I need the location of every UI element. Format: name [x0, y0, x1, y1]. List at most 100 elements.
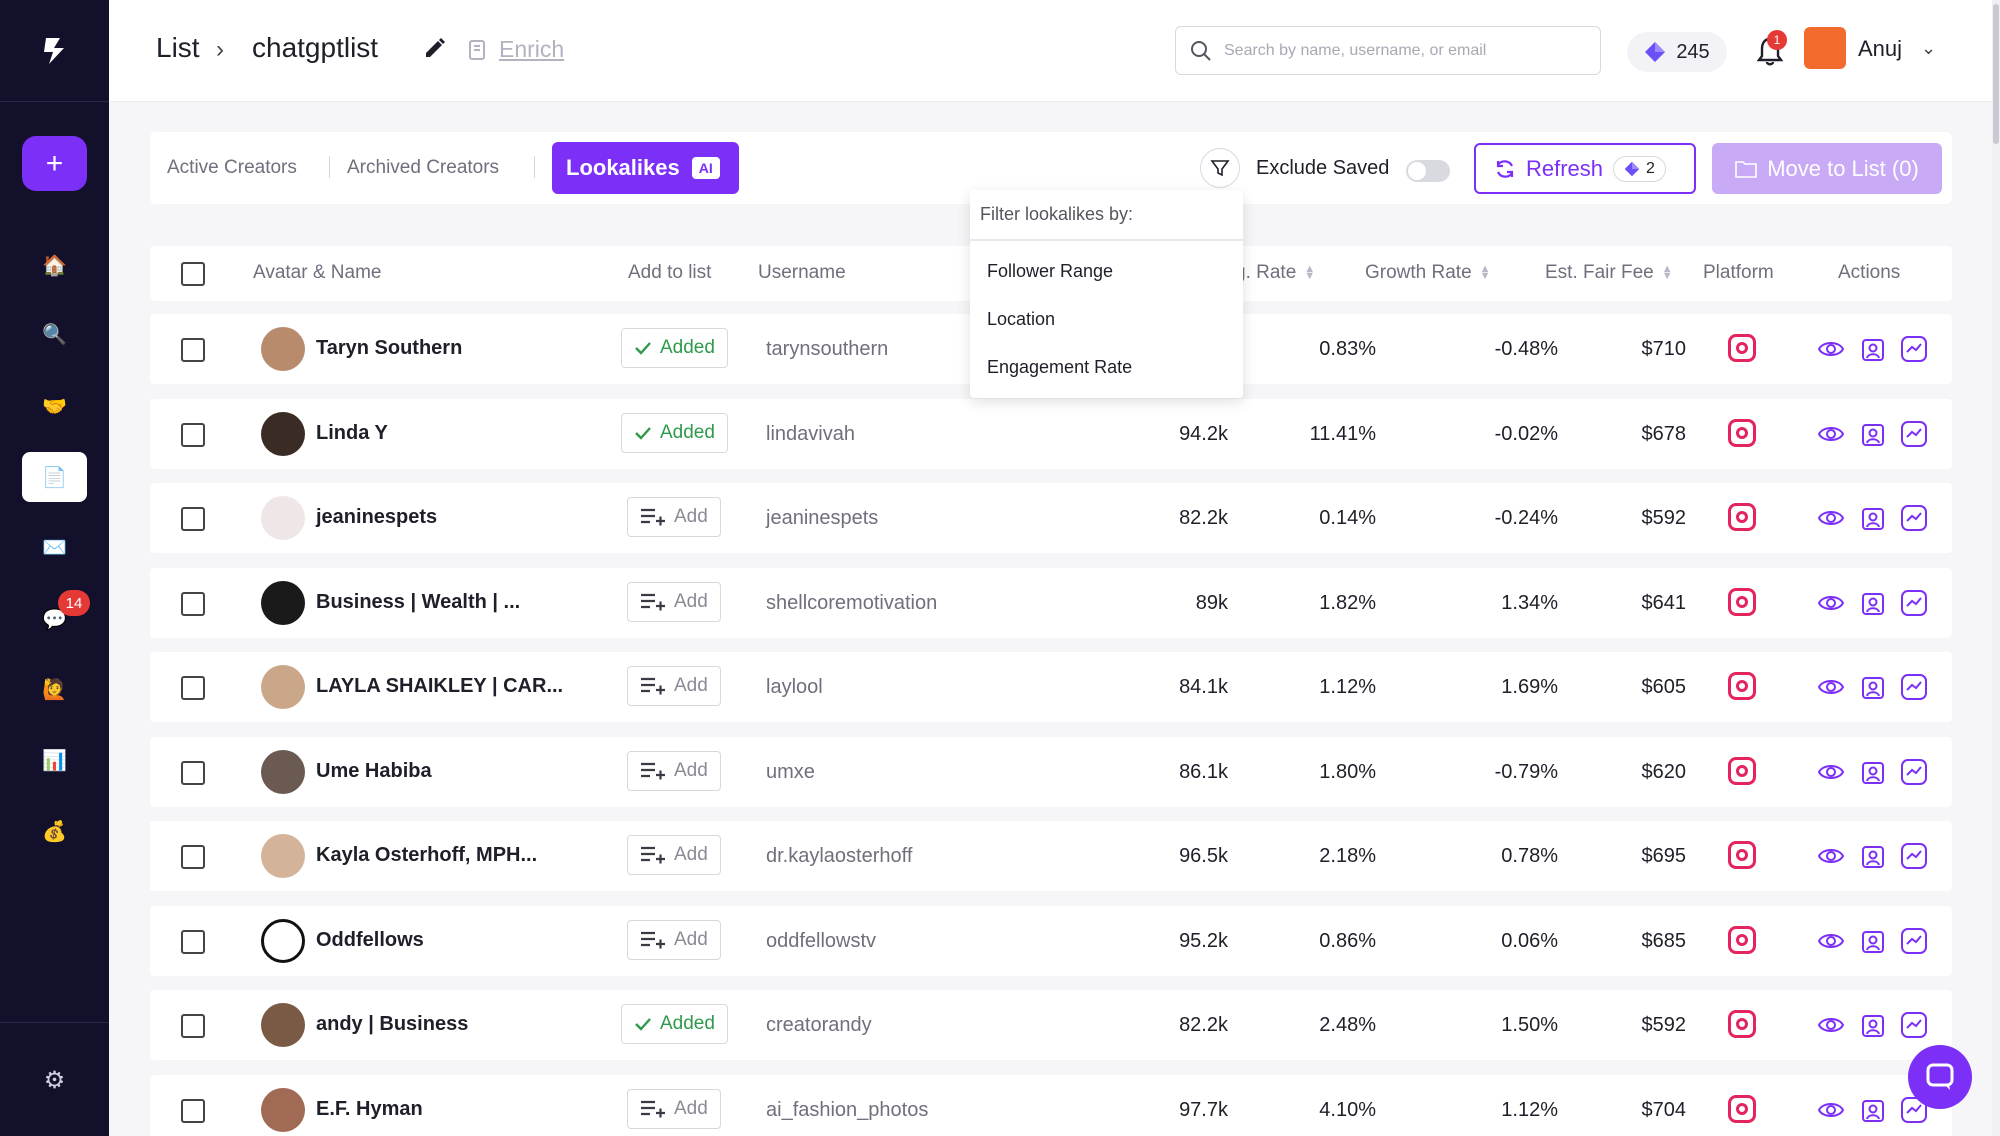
nav-home[interactable]: 🏠 — [22, 240, 87, 290]
contact-icon[interactable] — [1861, 590, 1887, 616]
contact-icon[interactable] — [1861, 505, 1887, 531]
creator-name[interactable]: Linda Y — [316, 422, 388, 444]
instagram-icon[interactable] — [1728, 1010, 1756, 1038]
analytics-icon[interactable] — [1901, 505, 1927, 531]
analytics-icon[interactable] — [1901, 674, 1927, 700]
table-row[interactable]: jeaninespets Add jeaninespets 82.2k 0.14… — [150, 483, 1952, 553]
table-row[interactable]: Oddfellows Add oddfellowstv 95.2k 0.86% … — [150, 906, 1952, 976]
nav-partnerships[interactable]: 🤝 — [22, 381, 87, 431]
page-scrollbar[interactable] — [1992, 0, 2000, 1136]
creator-name[interactable]: Kayla Osterhoff, MPH... — [316, 844, 538, 866]
tab-archived-creators[interactable]: Archived Creators — [347, 157, 500, 178]
filter-option-follower-range[interactable]: Follower Range — [987, 260, 1114, 281]
row-checkbox[interactable] — [181, 1014, 205, 1038]
avatar[interactable] — [261, 919, 305, 963]
contact-icon[interactable] — [1861, 1012, 1887, 1038]
row-checkbox[interactable] — [181, 507, 205, 531]
search-input[interactable] — [1224, 41, 1584, 60]
analytics-icon[interactable] — [1901, 1097, 1927, 1123]
avatar[interactable] — [261, 834, 305, 878]
nav-analytics[interactable]: 📊 — [22, 735, 87, 785]
instagram-icon[interactable] — [1728, 926, 1756, 954]
view-eye-icon[interactable] — [1818, 928, 1844, 954]
tab-lookalikes[interactable]: Lookalikes AI — [552, 142, 739, 194]
avatar[interactable] — [261, 412, 305, 456]
contact-icon[interactable] — [1861, 674, 1887, 700]
add-to-list-button[interactable]: Add — [627, 751, 721, 791]
view-eye-icon[interactable] — [1818, 590, 1844, 616]
nav-messages[interactable]: 💬 — [22, 594, 87, 644]
row-checkbox[interactable] — [181, 761, 205, 785]
table-row[interactable]: LAYLA SHAIKLEY | CAR... Add laylool 84.1… — [150, 652, 1952, 722]
nav-payments[interactable]: 💰 — [22, 806, 87, 856]
view-eye-icon[interactable] — [1818, 336, 1844, 362]
select-all-checkbox[interactable] — [181, 262, 205, 286]
instagram-icon[interactable] — [1728, 503, 1756, 531]
instagram-icon[interactable] — [1728, 419, 1756, 447]
analytics-icon[interactable] — [1901, 843, 1927, 869]
contact-icon[interactable] — [1861, 843, 1887, 869]
instagram-icon[interactable] — [1728, 1095, 1756, 1123]
analytics-icon[interactable] — [1901, 590, 1927, 616]
view-eye-icon[interactable] — [1818, 421, 1844, 447]
creator-name[interactable]: E.F. Hyman — [316, 1098, 423, 1120]
exclude-saved-toggle[interactable] — [1406, 160, 1450, 182]
row-checkbox[interactable] — [181, 930, 205, 954]
tab-active-creators[interactable]: Active Creators — [167, 157, 297, 178]
chevron-down-icon[interactable]: ⌄ — [1921, 38, 1937, 58]
view-eye-icon[interactable] — [1818, 674, 1844, 700]
creator-name[interactable]: Business | Wealth | ... — [316, 591, 521, 613]
avatar[interactable] — [261, 327, 305, 371]
nav-creators[interactable]: 🙋 — [22, 664, 87, 714]
row-checkbox[interactable] — [181, 845, 205, 869]
instagram-icon[interactable] — [1728, 757, 1756, 785]
added-button[interactable]: Added — [621, 413, 728, 453]
contact-icon[interactable] — [1861, 336, 1887, 362]
table-row[interactable]: Business | Wealth | ... Add shellcoremot… — [150, 568, 1952, 638]
instagram-icon[interactable] — [1728, 841, 1756, 869]
avatar[interactable] — [261, 1088, 305, 1132]
creator-name[interactable]: andy | Business — [316, 1013, 469, 1035]
avatar[interactable] — [261, 496, 305, 540]
instagram-icon[interactable] — [1728, 588, 1756, 616]
row-checkbox[interactable] — [181, 676, 205, 700]
create-button[interactable]: + — [22, 136, 87, 191]
credits-pill[interactable]: 245 — [1627, 32, 1727, 72]
filter-option-location[interactable]: Location — [987, 308, 1056, 329]
analytics-icon[interactable] — [1901, 336, 1927, 362]
table-row[interactable]: andy | Business Added creatorandy 82.2k … — [150, 990, 1952, 1060]
col-growth-rate[interactable]: Growth Rate ▲ ▼ — [1365, 262, 1491, 284]
contact-icon[interactable] — [1861, 928, 1887, 954]
creator-name[interactable]: jeaninespets — [316, 506, 438, 528]
added-button[interactable]: Added — [621, 1004, 728, 1044]
analytics-icon[interactable] — [1901, 421, 1927, 447]
nav-settings[interactable]: ⚙ — [22, 1055, 87, 1105]
view-eye-icon[interactable] — [1818, 759, 1844, 785]
instagram-icon[interactable] — [1728, 334, 1756, 362]
nav-search[interactable]: 🔍 — [22, 309, 87, 359]
contact-icon[interactable] — [1861, 1097, 1887, 1123]
avatar[interactable] — [261, 581, 305, 625]
support-chat-button[interactable] — [1908, 1045, 1972, 1109]
table-row[interactable]: Ume Habiba Add umxe 86.1k 1.80% -0.79% $… — [150, 737, 1952, 807]
breadcrumb-root[interactable]: List — [156, 32, 200, 63]
add-to-list-button[interactable]: Add — [627, 666, 721, 706]
view-eye-icon[interactable] — [1818, 843, 1844, 869]
view-eye-icon[interactable] — [1818, 505, 1844, 531]
add-to-list-button[interactable]: Add — [627, 497, 721, 537]
col-fair-fee[interactable]: Est. Fair Fee ▲ ▼ — [1545, 262, 1673, 284]
row-checkbox[interactable] — [181, 1099, 205, 1123]
analytics-icon[interactable] — [1901, 928, 1927, 954]
avatar[interactable] — [1804, 27, 1846, 69]
refresh-button[interactable]: Refresh 2 — [1474, 143, 1696, 194]
analytics-icon[interactable] — [1901, 759, 1927, 785]
add-to-list-button[interactable]: Add — [627, 835, 721, 875]
added-button[interactable]: Added — [621, 328, 728, 368]
app-logo[interactable] — [0, 0, 109, 102]
table-row[interactable]: E.F. Hyman Add ai_fashion_photos 97.7k 4… — [150, 1075, 1952, 1136]
contact-icon[interactable] — [1861, 759, 1887, 785]
filter-option-engagement-rate[interactable]: Engagement Rate — [987, 356, 1133, 377]
avatar[interactable] — [261, 1003, 305, 1047]
add-to-list-button[interactable]: Add — [627, 1089, 721, 1129]
avatar[interactable] — [261, 665, 305, 709]
